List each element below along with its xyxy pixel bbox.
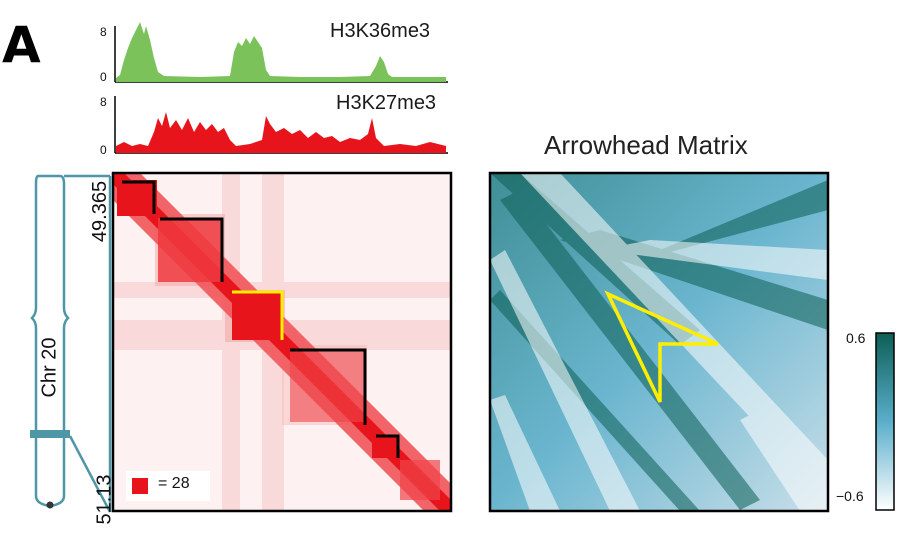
- track2-ymax-label: 8: [100, 95, 107, 109]
- h3k27me3-track: [114, 96, 448, 154]
- panel-label: A: [2, 16, 41, 74]
- domain-outline-highlight: [232, 290, 284, 340]
- h3k36me3-signal: [116, 22, 446, 82]
- legend-swatch: [132, 478, 148, 494]
- legend-value: = 28: [158, 475, 190, 492]
- hic-coord-end: 51.13: [93, 474, 116, 525]
- arrowhead-matrix-frame: [488, 171, 830, 513]
- arrowhead-matrix-title: Arrowhead Matrix: [544, 130, 748, 160]
- h3k36me3-track: [114, 22, 448, 83]
- arrowhead-matrix: [488, 171, 830, 513]
- colorbar: [875, 332, 895, 511]
- domain-outline: [376, 434, 400, 458]
- track1-ymax-label: 8: [100, 25, 107, 39]
- domain-outline: [122, 180, 156, 214]
- hic-matrix-frame: [111, 171, 453, 513]
- track2-ymin-label: 0: [100, 143, 107, 157]
- h3k27me3-signal: [116, 112, 446, 153]
- colorbar-min-label: −0.6: [836, 488, 864, 504]
- hic-coord-start: 49.365: [89, 180, 112, 243]
- track-title-h3k36me3: H3K36me3: [330, 20, 431, 42]
- hic-matrix: [111, 171, 453, 513]
- chromosome-label: Chr 20: [38, 337, 61, 398]
- domain-outline: [160, 217, 224, 282]
- arrowhead-outline: [604, 290, 719, 403]
- hic-legend: = 28: [126, 471, 210, 501]
- domain-outline: [290, 348, 367, 425]
- track-title-h3k27me3: H3K27me3: [336, 92, 437, 114]
- chromosome-ideogram: [30, 174, 112, 513]
- track1-ymin-label: 0: [100, 70, 107, 84]
- colorbar-max-label: 0.6: [846, 330, 866, 346]
